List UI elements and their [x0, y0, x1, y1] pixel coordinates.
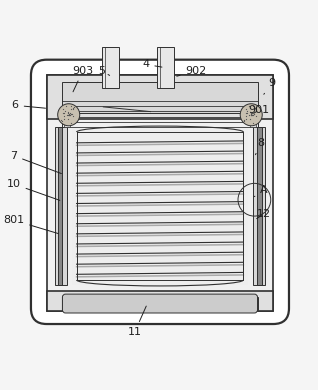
Point — [248, 110, 253, 116]
Point — [69, 111, 74, 117]
Point — [244, 115, 249, 122]
Text: 9: 9 — [264, 78, 275, 94]
Point — [252, 111, 257, 117]
Text: 6: 6 — [12, 100, 45, 110]
Point — [249, 111, 254, 117]
Text: 10: 10 — [7, 179, 60, 200]
Point — [249, 112, 254, 119]
Point — [71, 112, 76, 119]
Point — [253, 112, 258, 119]
Point — [67, 112, 72, 119]
Circle shape — [58, 104, 80, 126]
Point — [67, 110, 72, 116]
Point — [251, 106, 256, 112]
Text: 8: 8 — [255, 138, 264, 155]
Bar — [47, 75, 273, 119]
Bar — [257, 128, 262, 285]
Point — [64, 112, 69, 118]
Point — [251, 111, 256, 117]
Circle shape — [240, 104, 262, 126]
Text: 901: 901 — [249, 105, 270, 115]
Text: 12: 12 — [257, 209, 271, 219]
Point — [68, 103, 73, 110]
Point — [71, 106, 76, 112]
Bar — [64, 113, 70, 128]
Text: 4: 4 — [142, 59, 162, 69]
Point — [69, 111, 74, 117]
Point — [244, 110, 249, 116]
Bar — [250, 113, 256, 128]
Bar — [62, 297, 258, 310]
Point — [241, 117, 246, 123]
Point — [253, 105, 258, 112]
Bar — [253, 128, 266, 285]
Point — [65, 115, 70, 122]
Point — [59, 117, 64, 124]
Point — [245, 108, 250, 114]
Bar — [55, 128, 67, 285]
Point — [249, 112, 254, 119]
Point — [244, 112, 249, 119]
Point — [66, 110, 71, 116]
Point — [242, 117, 247, 124]
Point — [67, 112, 73, 118]
Point — [248, 109, 253, 115]
Point — [250, 110, 255, 116]
Text: 11: 11 — [128, 306, 146, 337]
Point — [71, 104, 76, 110]
FancyBboxPatch shape — [31, 60, 289, 324]
Point — [251, 120, 256, 126]
Text: 902: 902 — [177, 66, 207, 76]
Point — [251, 103, 256, 110]
Text: 5: 5 — [98, 66, 110, 76]
Bar — [47, 75, 273, 312]
FancyBboxPatch shape — [62, 294, 258, 313]
Point — [61, 112, 66, 119]
Point — [59, 117, 64, 123]
Point — [66, 112, 72, 118]
Point — [61, 115, 66, 122]
Text: 7: 7 — [10, 151, 61, 174]
Point — [246, 103, 252, 109]
Point — [61, 110, 66, 116]
Point — [243, 105, 248, 112]
Point — [250, 112, 255, 118]
Bar — [72, 128, 248, 285]
Point — [253, 106, 259, 112]
Bar — [102, 47, 119, 88]
Bar — [58, 128, 62, 285]
Point — [247, 112, 252, 118]
Point — [248, 115, 253, 122]
Bar — [157, 47, 174, 88]
Text: 801: 801 — [3, 215, 58, 234]
Bar — [77, 132, 243, 280]
Point — [68, 120, 73, 126]
Point — [66, 112, 71, 119]
Bar — [62, 82, 258, 113]
Point — [249, 112, 254, 118]
Point — [64, 103, 69, 109]
Point — [66, 111, 72, 117]
Point — [66, 112, 71, 118]
Point — [250, 112, 255, 118]
Point — [248, 112, 253, 118]
Point — [243, 110, 248, 116]
Text: 903: 903 — [72, 66, 93, 92]
Point — [60, 105, 66, 112]
Text: A: A — [254, 185, 268, 197]
Point — [254, 104, 259, 110]
Point — [62, 108, 67, 114]
Bar — [47, 291, 273, 312]
Point — [65, 109, 70, 115]
Point — [68, 112, 73, 118]
Point — [69, 106, 74, 112]
Point — [70, 105, 75, 112]
Point — [61, 110, 66, 116]
